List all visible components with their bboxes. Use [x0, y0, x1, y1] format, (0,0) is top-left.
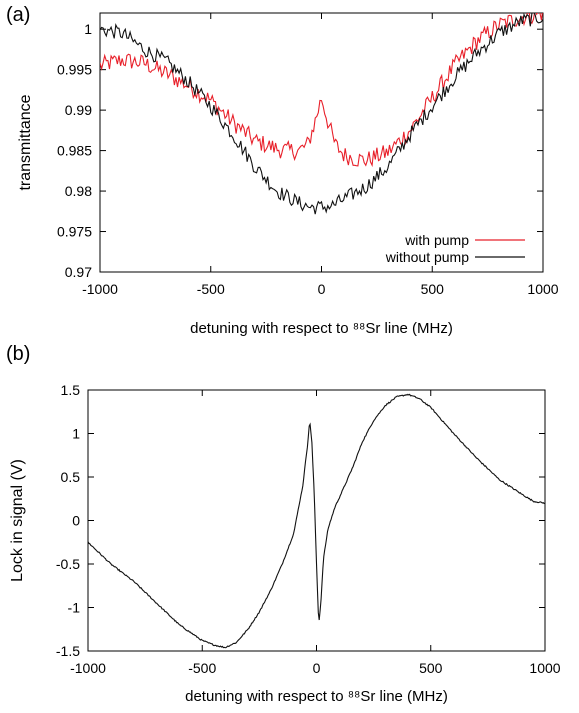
chart2-x-tick-label: -1000	[70, 660, 106, 676]
chart2-series-line-signal	[88, 393, 545, 649]
chart2-y-axis-label: Lock in signal (V)	[9, 459, 26, 582]
chart2-y-tick-label: -1.5	[56, 643, 80, 659]
chart2-y-tick-label: -0.5	[56, 556, 80, 572]
chart1-x-tick-label: 0	[318, 281, 326, 297]
chart1-y-tick-label: 0.975	[57, 224, 92, 240]
chart1-x-tick-label: -500	[197, 281, 225, 297]
chart1-y-tick-label: 0.995	[57, 62, 92, 78]
chart2-x-tick-label: -500	[188, 660, 216, 676]
chart1-legend-label: without pump	[385, 249, 469, 265]
chart2-plot: -1000 -500 0 500 1000 -1.5 -1 -0.5 0 0.5 1 1.5 detun…	[9, 382, 561, 705]
chart1-x-tick-label: 500	[421, 281, 445, 297]
chart2-y-tick-label: 1.5	[61, 382, 81, 398]
panel-label-a: (a)	[6, 4, 31, 26]
chart1-y-tick-label: 0.97	[65, 264, 92, 280]
chart2-y-tick-label: -1	[68, 600, 81, 616]
chart1-y-tick-label: 0.985	[57, 143, 92, 159]
chart1-plot: -1000 -500 0 500 1000 0.97 0.975 0.98 0.985 0.99 0…	[17, 12, 559, 337]
chart1-x-tick-label: -1000	[82, 281, 118, 297]
chart1-legend-label: with pump	[404, 232, 469, 248]
chart1-x-tick-label: 1000	[527, 281, 558, 297]
chart2-plot-frame	[87, 389, 546, 652]
chart2-x-tick-label: 1000	[529, 660, 560, 676]
chart1-y-tick-label: 0.99	[65, 102, 92, 118]
chart2-y-tick-label: 0.5	[61, 469, 81, 485]
chart1-plot-frame	[99, 12, 544, 273]
chart1-series-line-without-pump	[100, 13, 543, 215]
chart1-y-tick-label: 0.98	[65, 183, 92, 199]
chart2-y-tick-label: 1	[72, 426, 80, 442]
chart1-x-axis-label: detuning with respect to ⁸⁸Sr line (MHz)	[190, 320, 453, 337]
chart1-series-line-with-pump	[100, 13, 543, 168]
chart2-x-tick-label: 0	[313, 660, 321, 676]
chart1-y-axis-label: transmittance	[17, 94, 34, 190]
chart2-x-axis-label: detuning with respect to ⁸⁸Sr line (MHz)	[185, 688, 448, 705]
chart2-x-tick-label: 500	[419, 660, 443, 676]
chart2-y-tick-label: 0	[72, 513, 80, 529]
panel-label-b: (b)	[6, 343, 31, 365]
chart1-y-tick-label: 1	[84, 21, 92, 37]
